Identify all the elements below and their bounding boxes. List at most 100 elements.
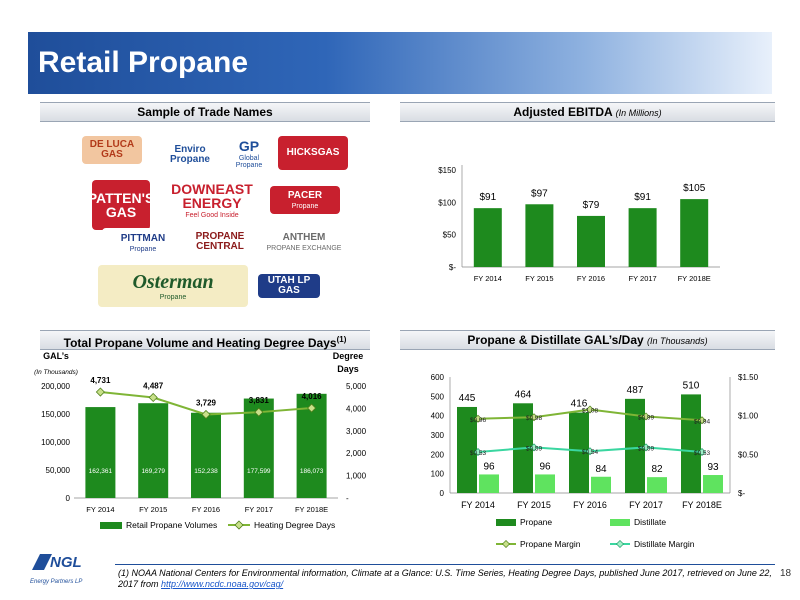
y-tick-label: $- <box>449 263 456 272</box>
left-y-tick-label: 600 <box>431 373 445 382</box>
legend-swatch <box>100 522 122 529</box>
gals-day-header: Propane & Distillate GAL’s/Day (In Thous… <box>400 330 775 350</box>
left-y-tick-label: 150,000 <box>41 410 70 419</box>
line-data-label: $0.94 <box>694 418 711 425</box>
trade-name-logo: PROPANE CENTRAL <box>190 228 250 256</box>
x-tick-label: FY 2014 <box>461 500 495 510</box>
bar <box>473 208 502 267</box>
ngl-logo-subtext: Energy Partners LP <box>30 579 83 585</box>
legend-marker <box>616 540 624 548</box>
y-tick-label: $150 <box>438 166 456 175</box>
bar-data-label: 152,238 <box>194 468 218 475</box>
line-data-label: $0.99 <box>638 414 655 421</box>
left-y-tick-label: 500 <box>431 392 445 401</box>
left-axis-subtitle: (In Thousands) <box>34 369 78 376</box>
trade-name-logo-text: PATTEN'S GAS <box>87 190 155 220</box>
bar-propane <box>625 398 645 493</box>
line-data-label: $0.98 <box>526 415 543 422</box>
trade-name-logo: HICKSGAS <box>278 136 348 170</box>
right-y-tick-label: 3,000 <box>346 427 367 436</box>
footnote-link[interactable]: http://www.ncdc.noaa.gov/cag/ <box>161 579 284 589</box>
x-tick-label: FY 2018E <box>295 505 328 514</box>
bar <box>85 407 116 498</box>
footnote-text: (1) NOAA National Centers for Environmen… <box>118 568 772 589</box>
volume-footnote-ref: (1) <box>336 335 347 344</box>
trade-names-title: Sample of Trade Names <box>137 105 273 119</box>
line-data-label: $0.96 <box>470 417 487 424</box>
volume-title: Total Propane Volume and Heating Degree … <box>63 336 337 350</box>
legend-swatch <box>610 519 630 526</box>
line-marker <box>586 405 594 414</box>
bar <box>577 215 605 267</box>
volume-header: Total Propane Volume and Heating Degree … <box>40 330 370 350</box>
line-marker <box>642 412 650 421</box>
bar <box>628 208 657 267</box>
left-axis-title: GAL’s <box>43 351 69 361</box>
data-label: $105 <box>683 183 706 194</box>
propane-data-label: 445 <box>459 393 476 404</box>
x-tick-label: FY 2018E <box>682 500 722 510</box>
trade-name-logo: DOWNEAST ENERGY Feel Good Inside <box>152 180 272 220</box>
line-marker <box>586 447 594 456</box>
x-tick-label: FY 2016 <box>573 500 607 510</box>
right-y-tick-label: $1.50 <box>738 373 759 382</box>
trade-name-logo-text: UTAH LP GAS <box>267 275 311 296</box>
trade-name-logo-text: Enviro Propane <box>169 144 210 165</box>
volume-chart: GAL’s (In Thousands) Degree Days 0 50,000 100,… <box>34 351 367 530</box>
line-marker <box>307 403 317 413</box>
x-tick-label: FY 2017 <box>628 274 656 283</box>
left-y-tick-label: 100,000 <box>41 438 70 447</box>
line-marker <box>530 413 538 422</box>
x-tick-label: FY 2015 <box>517 500 551 510</box>
distillate-data-label: 82 <box>651 464 663 475</box>
bar-distillate <box>535 474 555 493</box>
x-tick-label: FY 2014 <box>86 505 114 514</box>
distillate-data-label: 96 <box>539 461 551 472</box>
x-tick-label: FY 2016 <box>192 505 220 514</box>
x-tick-label: FY 2018E <box>678 274 711 283</box>
bar-data-label: 186,073 <box>300 468 324 475</box>
propane-data-label: 487 <box>627 385 644 396</box>
line-marker <box>254 407 264 417</box>
propane-data-label: 510 <box>683 380 700 391</box>
bar-propane <box>569 412 589 493</box>
bar <box>680 199 709 267</box>
line-marker <box>95 387 105 397</box>
x-tick-label: FY 2015 <box>139 505 167 514</box>
distillate-data-label: 84 <box>595 464 607 475</box>
page-title: Retail Propane <box>38 46 249 79</box>
page-number: 18 <box>780 568 792 579</box>
data-label: $91 <box>479 192 496 203</box>
trade-name-logo-subtext: Propane <box>129 245 157 253</box>
right-y-tick-label: $1.00 <box>738 412 759 421</box>
legend-swatch <box>496 519 516 526</box>
line-data-label: $0.53 <box>694 450 711 457</box>
legend-marker <box>502 540 510 548</box>
line-marker <box>474 414 482 423</box>
ebitda-title: Adjusted EBITDA <box>513 105 613 119</box>
right-y-tick-label: $0.50 <box>738 450 759 459</box>
distillate-data-label: 93 <box>707 462 719 473</box>
trade-name-logo-text: HICKSGAS <box>286 147 340 158</box>
data-label: $91 <box>634 192 651 203</box>
legend-label: Propane Margin <box>520 539 581 549</box>
x-tick-label: FY 2017 <box>245 505 273 514</box>
trade-name-logo-text: DE LUCA GAS <box>89 139 135 160</box>
right-y-tick-label: - <box>346 494 349 503</box>
trade-name-logo-text: ANTHEM <box>282 231 326 243</box>
trade-name-logo-subtext: Propane <box>291 202 319 210</box>
right-y-tick-label: $- <box>738 489 745 498</box>
line-data-label: $0.59 <box>526 445 543 452</box>
legend-label: Heating Degree Days <box>254 520 335 530</box>
bar-data-label: 177,599 <box>247 468 271 475</box>
right-y-tick-label: 4,000 <box>346 404 367 413</box>
x-tick-label: FY 2014 <box>474 274 502 283</box>
footnote: (1) NOAA National Centers for Environmen… <box>118 568 778 590</box>
line-marker <box>698 448 706 457</box>
right-y-tick-label: 2,000 <box>346 449 367 458</box>
title-bar: Retail Propane <box>28 32 772 94</box>
bar <box>138 403 169 498</box>
trade-name-logo: Enviro Propane <box>158 138 222 172</box>
left-y-tick-label: 100 <box>431 470 445 479</box>
line-data-label: 3,729 <box>196 398 217 407</box>
